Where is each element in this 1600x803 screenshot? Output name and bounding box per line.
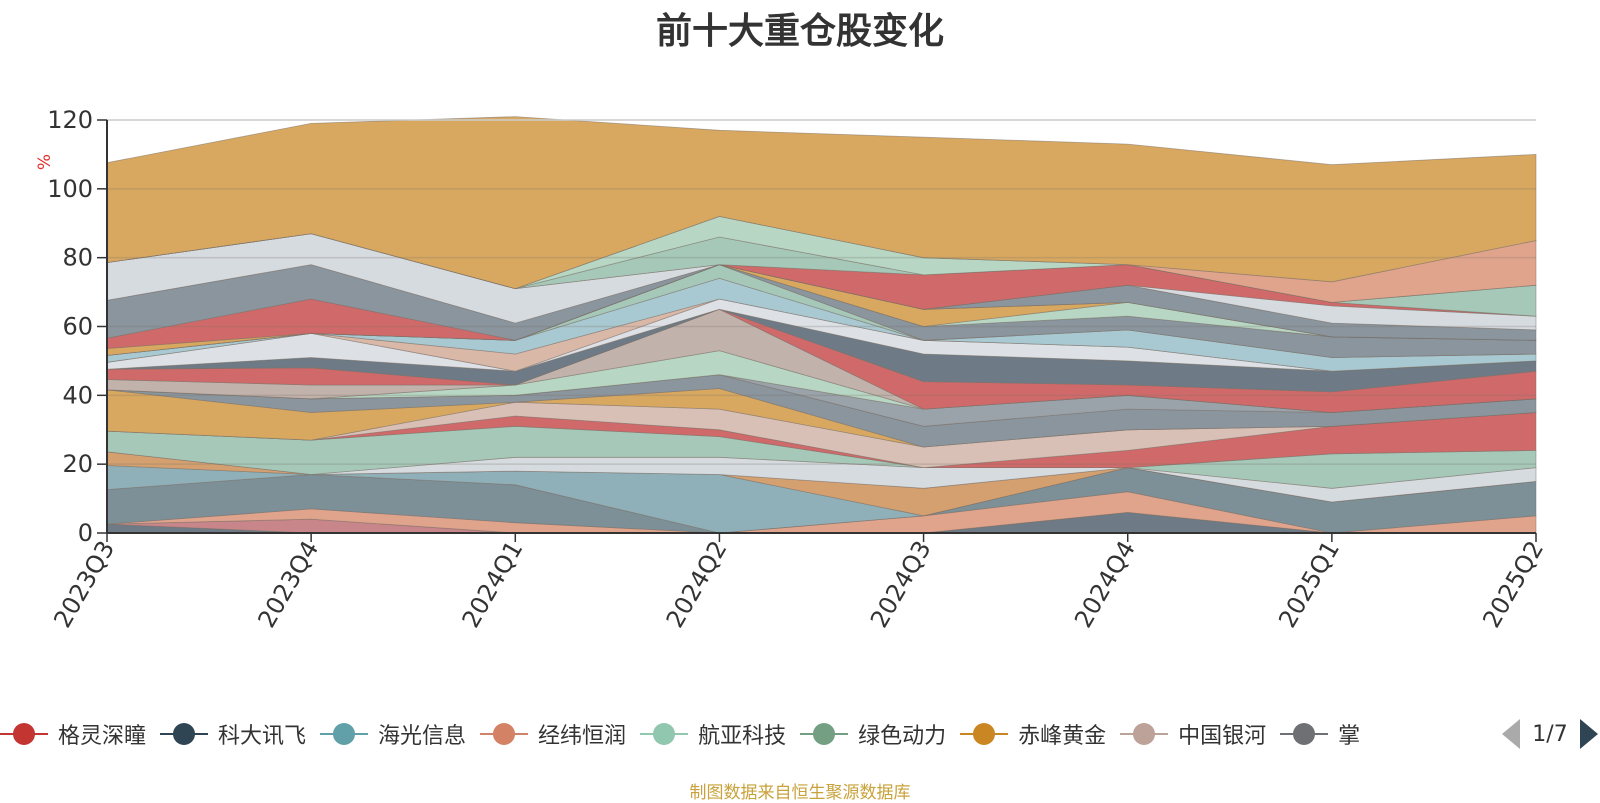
legend-label: 格灵深瞳 <box>58 724 147 749</box>
legend-item[interactable]: 绿色动力 <box>800 712 946 756</box>
legend-label: 中国银河 <box>1178 724 1267 749</box>
legend-pager: 1/7 <box>1500 712 1600 756</box>
legend-marker-icon <box>0 719 48 749</box>
legend-marker-icon <box>640 719 689 749</box>
x-tick-label: 2023Q4 <box>252 536 324 632</box>
legend-label: 经纬恒润 <box>538 724 627 749</box>
y-tick-label: 120 <box>47 106 93 134</box>
y-tick-label: 20 <box>62 450 93 478</box>
x-tick-label: 2024Q1 <box>457 536 529 632</box>
x-tick-label: 2025Q2 <box>1477 536 1549 632</box>
y-tick-label: 0 <box>78 519 93 547</box>
y-tick-label: 40 <box>62 381 93 409</box>
legend-marker-icon <box>1120 719 1169 749</box>
legend-label: 绿色动力 <box>858 724 947 749</box>
area-layers <box>106 116 1537 534</box>
legend-item[interactable]: 经纬恒润 <box>480 712 626 756</box>
legend-marker-icon <box>320 719 369 749</box>
legend: 格灵深瞳 科大讯飞 海光信息 经纬恒润 航亚科技 绿色动力 赤峰黄金 中国银河 掌 <box>0 712 1500 756</box>
legend-label: 科大讯飞 <box>218 724 307 749</box>
area-layer <box>106 116 1537 290</box>
legend-item[interactable]: 科大讯飞 <box>160 712 306 756</box>
x-tick-label: 2024Q4 <box>1069 536 1141 632</box>
legend-next-page-icon[interactable] <box>1580 719 1598 749</box>
legend-item[interactable]: 赤峰黄金 <box>960 712 1106 756</box>
chart-title: 前十大重仓股变化 <box>655 11 944 52</box>
legend-marker-icon <box>800 719 849 749</box>
x-tick-label: 2025Q1 <box>1273 536 1345 632</box>
legend-label: 航亚科技 <box>698 724 787 749</box>
legend-marker-icon <box>1280 719 1329 749</box>
legend-page-indicator: 1/7 <box>1532 721 1568 747</box>
x-tick-label: 2024Q2 <box>661 536 733 632</box>
legend-item[interactable]: 格灵深瞳 <box>0 712 146 756</box>
legend-prev-page-icon[interactable] <box>1502 719 1520 749</box>
legend-item[interactable]: 航亚科技 <box>640 712 786 756</box>
y-tick-label: 100 <box>47 175 93 203</box>
y-tick-label: 80 <box>62 244 93 272</box>
data-source-note: 制图数据来自恒生聚源数据库 <box>689 783 911 803</box>
legend-item[interactable]: 中国银河 <box>1120 712 1266 756</box>
legend-item[interactable]: 掌 <box>1280 712 1360 756</box>
legend-marker-icon <box>960 719 1009 749</box>
legend-label: 掌 <box>1338 724 1361 749</box>
legend-marker-icon <box>480 719 529 749</box>
legend-marker-icon <box>160 719 209 749</box>
y-tick-label: 60 <box>62 313 93 341</box>
legend-item[interactable]: 海光信息 <box>320 712 466 756</box>
x-tick-label: 2023Q3 <box>48 536 120 632</box>
legend-label: 赤峰黄金 <box>1018 724 1107 749</box>
legend-label: 海光信息 <box>378 724 467 749</box>
x-tick-label: 2024Q3 <box>865 536 937 632</box>
y-axis-label: % <box>35 154 55 170</box>
